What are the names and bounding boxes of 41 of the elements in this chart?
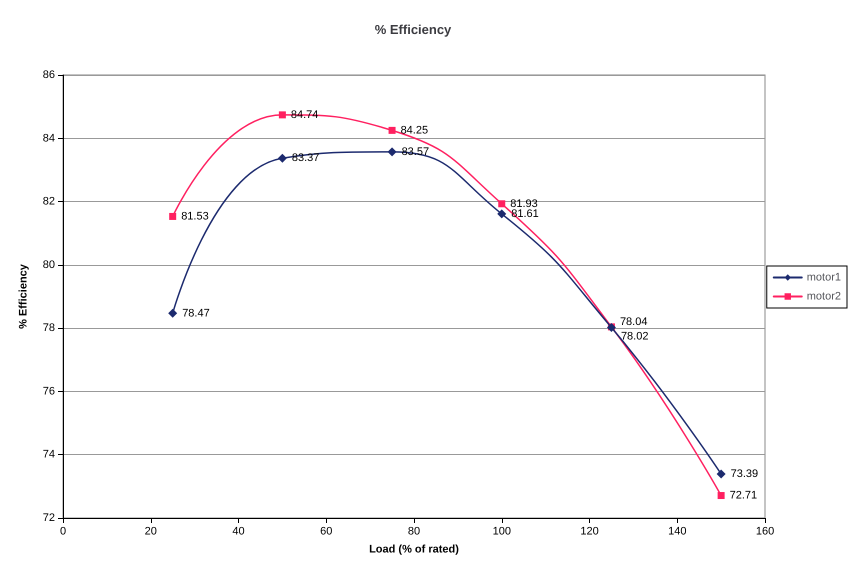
point <box>278 154 287 163</box>
x-tick-label: 100 <box>492 526 511 538</box>
data-label: 78.02 <box>620 330 648 343</box>
data-label: 78.04 <box>620 316 648 328</box>
data-label: 84.25 <box>400 124 428 136</box>
x-tick-label: 160 <box>756 526 774 538</box>
x-tick-label: 0 <box>60 526 66 538</box>
point <box>388 147 397 156</box>
y-tick-label: 78 <box>42 322 55 334</box>
data-label: 81.53 <box>181 210 209 222</box>
y-tick-label: 82 <box>42 196 55 208</box>
point <box>388 126 396 134</box>
x-tick-label: 80 <box>408 526 420 538</box>
x-tick-label: 20 <box>144 526 157 538</box>
y-tick-label: 76 <box>42 385 55 398</box>
x-tick-label: 40 <box>232 526 245 538</box>
y-tick-label: 72 <box>42 512 55 524</box>
data-label: 73.39 <box>730 468 758 480</box>
y-tick-label: 74 <box>42 448 55 461</box>
data-label: 72.71 <box>730 490 758 502</box>
y-tick-label: 80 <box>42 258 55 271</box>
y-tick-label: 84 <box>42 132 55 144</box>
y-tick-label: 86 <box>42 69 55 81</box>
point <box>716 470 726 479</box>
data-label: 83.37 <box>292 152 320 164</box>
x-tick-label: 60 <box>320 526 332 538</box>
point <box>168 308 178 318</box>
data-label: 78.47 <box>182 307 210 320</box>
y-axis-title: % Efficiency <box>18 263 30 329</box>
x-axis-title: Load (% of rated) <box>369 544 460 556</box>
point <box>169 212 176 220</box>
chart-title: % Efficiency <box>374 22 452 37</box>
point <box>497 209 506 218</box>
x-tick-label: 140 <box>668 526 686 538</box>
point <box>498 200 506 208</box>
legend-label: motor1 <box>806 272 842 284</box>
data-label: 81.93 <box>510 198 538 210</box>
point <box>718 492 725 500</box>
point <box>278 111 286 118</box>
x-tick-label: 120 <box>580 526 599 538</box>
legend-label: motor2 <box>806 290 842 302</box>
